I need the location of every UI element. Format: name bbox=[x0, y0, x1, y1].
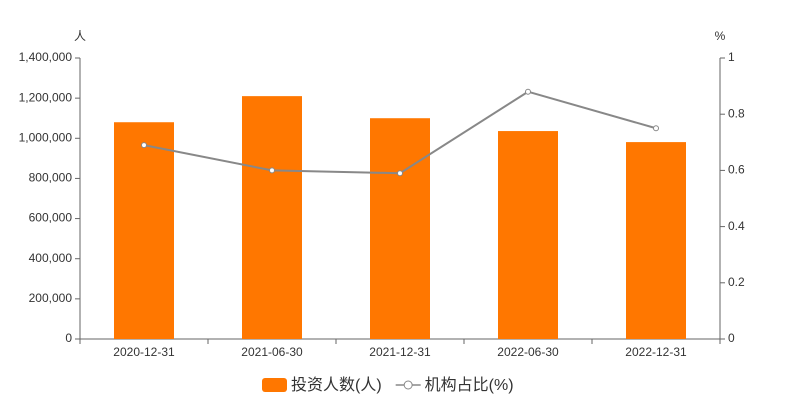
legend-swatch bbox=[262, 378, 287, 392]
y-tick-label: 0 bbox=[65, 331, 72, 345]
y2-tick-label: 1 bbox=[728, 50, 735, 64]
y-tick-label: 1,200,000 bbox=[19, 90, 73, 104]
bar bbox=[370, 118, 430, 339]
point bbox=[525, 88, 531, 95]
y2-tick-label: 0.6 bbox=[728, 163, 745, 177]
y2-unit: % bbox=[715, 29, 726, 43]
point bbox=[397, 170, 403, 177]
x-tick-label: 2021-06-30 bbox=[241, 345, 303, 359]
y2-tick-label: 0.8 bbox=[728, 106, 745, 120]
y-tick-label: 1,000,000 bbox=[19, 130, 73, 144]
legend-label: 投资人数(人) bbox=[291, 376, 382, 394]
y2-tick-label: 0.2 bbox=[728, 275, 745, 289]
x-tick-label: 2020-12-31 bbox=[113, 345, 175, 359]
point bbox=[653, 125, 659, 132]
bar bbox=[498, 131, 558, 339]
bar bbox=[626, 142, 686, 339]
legend-swatch bbox=[403, 380, 413, 390]
y2-tick-label: 0.4 bbox=[728, 219, 745, 233]
x-tick-label: 2021-12-31 bbox=[369, 345, 431, 359]
x-tick-label: 2022-12-31 bbox=[625, 345, 687, 359]
y-tick-label: 1,400,000 bbox=[19, 50, 73, 64]
y-unit: 人 bbox=[74, 29, 86, 43]
x-tick-label: 2022-06-30 bbox=[497, 345, 559, 359]
point bbox=[269, 167, 275, 174]
y-tick-label: 600,000 bbox=[29, 211, 73, 225]
y-tick-label: 200,000 bbox=[29, 291, 73, 305]
bar bbox=[242, 96, 302, 339]
bar bbox=[114, 122, 174, 339]
legend-label: 机构占比(%) bbox=[425, 376, 514, 394]
point bbox=[141, 142, 147, 149]
y-tick-label: 400,000 bbox=[29, 251, 73, 265]
y2-tick-label: 0 bbox=[728, 331, 735, 345]
y-tick-label: 800,000 bbox=[29, 171, 73, 185]
